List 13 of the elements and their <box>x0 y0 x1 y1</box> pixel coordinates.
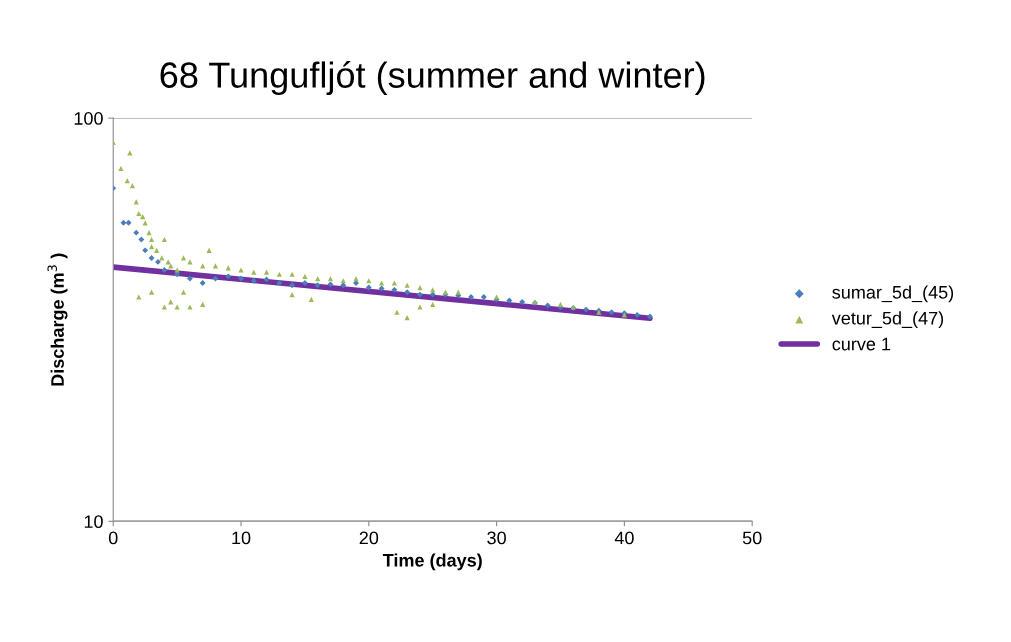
x-tick-label: 0 <box>108 531 118 545</box>
legend-label: curve 1 <box>832 337 891 351</box>
x-tick-label: 40 <box>614 531 634 545</box>
y-axis-title: Discharge (m$^{3}$ ) <box>47 253 68 386</box>
x-tick-label: 30 <box>487 531 506 545</box>
x-axis-title: Time (days) <box>382 553 482 571</box>
y-tick-label: 100 <box>74 112 103 125</box>
chart-title: 68 Tungufljót (summer and winter) <box>160 60 705 96</box>
legend-label: sumar_5d_(45) <box>832 285 954 303</box>
x-tick-label: 10 <box>232 531 251 545</box>
x-tick-label: 50 <box>742 531 762 545</box>
legend-label: vetur_5d_(47) <box>831 311 944 329</box>
x-tick-label: 20 <box>359 531 379 545</box>
